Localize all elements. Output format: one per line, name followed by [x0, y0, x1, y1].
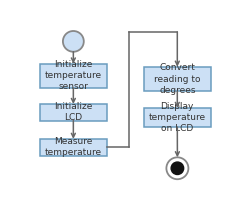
FancyBboxPatch shape [144, 67, 211, 91]
Text: Convert
reading to
degrees: Convert reading to degrees [154, 63, 201, 95]
Text: Display
temperature
on LCD: Display temperature on LCD [149, 102, 206, 133]
Ellipse shape [63, 31, 84, 52]
FancyBboxPatch shape [40, 104, 107, 121]
Text: Initialize
LCD: Initialize LCD [54, 102, 93, 122]
Ellipse shape [166, 157, 188, 179]
FancyBboxPatch shape [144, 108, 211, 127]
FancyBboxPatch shape [40, 139, 107, 156]
Ellipse shape [171, 162, 184, 174]
FancyBboxPatch shape [40, 64, 107, 88]
Text: Initialize
temperature
sensor: Initialize temperature sensor [45, 60, 102, 91]
Text: Measure
temperature: Measure temperature [45, 137, 102, 157]
